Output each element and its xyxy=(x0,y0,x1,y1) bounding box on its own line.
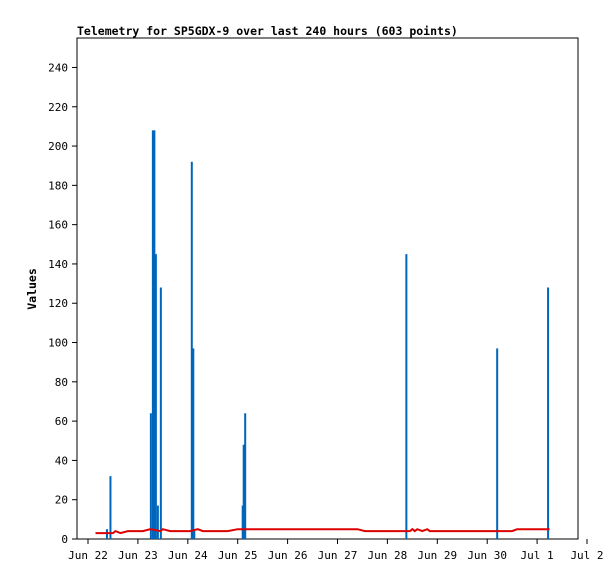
series-line xyxy=(95,527,550,535)
bar xyxy=(156,505,159,539)
bar xyxy=(190,161,193,539)
y-tick-label: 20 xyxy=(55,494,68,507)
y-tick-label: 180 xyxy=(48,179,68,192)
bar xyxy=(151,130,154,539)
x-tick-label: Jul 1 xyxy=(521,549,554,562)
y-tick-label: 160 xyxy=(48,219,68,232)
x-tick-label: Jun 28 xyxy=(368,549,408,562)
bar xyxy=(109,476,112,539)
y-tick-label: 120 xyxy=(48,297,68,310)
y-tick-label: 100 xyxy=(48,337,68,350)
x-tick-label: Jun 23 xyxy=(118,549,158,562)
y-tick-label: 0 xyxy=(61,533,68,546)
y-tick-label: 240 xyxy=(48,61,68,74)
bar-series xyxy=(105,130,550,539)
y-tick-label: 220 xyxy=(48,101,68,114)
x-tick-label: Jun 30 xyxy=(467,549,507,562)
bar xyxy=(193,529,196,539)
y-tick-label: 40 xyxy=(55,454,68,467)
bar xyxy=(496,348,499,539)
x-tick-label: Jun 29 xyxy=(417,549,457,562)
bar xyxy=(154,254,157,539)
bar xyxy=(547,287,550,539)
y-tick-label: 80 xyxy=(55,376,68,389)
x-tick-label: Jun 25 xyxy=(218,549,258,562)
x-tick-label: Jun 26 xyxy=(268,549,308,562)
line-series xyxy=(95,527,550,535)
x-tick-label: Jul 2 xyxy=(570,549,603,562)
x-tick-label: Jun 24 xyxy=(168,549,208,562)
bar xyxy=(405,254,408,539)
y-tick-label: 60 xyxy=(55,415,68,428)
bar xyxy=(242,444,245,539)
bar xyxy=(159,287,162,539)
bar xyxy=(244,413,247,539)
x-tick-label: Jun 27 xyxy=(318,549,358,562)
y-axis-ticks: 0 20 40 60 80 100 120 140 160 180 200 220 240 xyxy=(48,61,77,546)
bar xyxy=(149,413,152,539)
x-axis-ticks: Jun 22 Jun 23 Jun 24 Jun 25 Jun 26 Jun 27 Jun … xyxy=(68,539,604,562)
y-tick-label: 200 xyxy=(48,140,68,153)
y-tick-label: 140 xyxy=(48,258,68,271)
chart-title: Telemetry for SP5GDX-9 over last 240 hou… xyxy=(77,24,458,38)
x-tick-label: Jun 22 xyxy=(68,549,108,562)
bar xyxy=(153,130,156,539)
y-axis-label: Values xyxy=(25,268,39,310)
bar xyxy=(192,348,195,539)
